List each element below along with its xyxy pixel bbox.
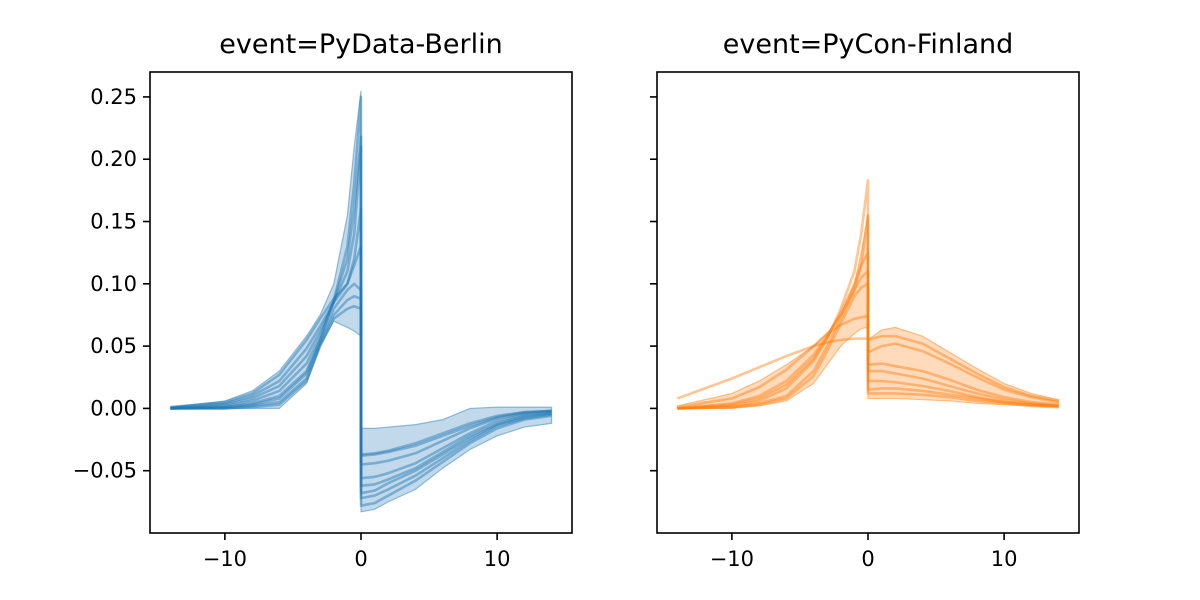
y-tick-label: 0.25 xyxy=(90,85,137,109)
y-tick-label: −0.05 xyxy=(73,459,137,483)
series-line-2 xyxy=(170,207,552,466)
subplot-pycon-finland: event=PyCon-Finland −10 0 10 xyxy=(650,29,1080,571)
series-line-3 xyxy=(170,145,552,480)
x-tick-label: 10 xyxy=(484,547,511,571)
plot-area xyxy=(676,179,1060,410)
series-line-5 xyxy=(677,251,1059,410)
y-tick-label: 0.05 xyxy=(90,334,137,358)
plot-area xyxy=(169,90,553,513)
series-line-3 xyxy=(677,213,1059,410)
band-area xyxy=(676,215,1060,410)
series-line-4 xyxy=(677,179,1059,410)
series-line-8 xyxy=(170,304,552,507)
y-tick-label: 0.00 xyxy=(90,396,137,420)
series-line-4 xyxy=(170,135,552,487)
series-line-7 xyxy=(170,294,552,495)
series-line-5 xyxy=(170,95,552,500)
series-line-1 xyxy=(676,334,1059,403)
y-tick-label: 0.10 xyxy=(90,272,137,296)
x-tick-label: 10 xyxy=(991,547,1018,571)
x-tick-label: 0 xyxy=(354,547,367,571)
subplot-title: event=PyCon-Finland xyxy=(723,29,1014,60)
x-tick-label: 0 xyxy=(861,547,874,571)
y-tick-label: 0.20 xyxy=(90,147,137,171)
series-line-1 xyxy=(170,245,552,456)
subplot-title: event=PyData-Berlin xyxy=(219,29,502,60)
axis-ticks: −10 0 10 −0.05 0.00 0.05 0.10 0.15 0.20 0.25 xyxy=(73,85,511,571)
x-tick-label: −10 xyxy=(203,547,247,571)
band-area xyxy=(169,90,553,513)
series-line-2 xyxy=(677,314,1059,409)
x-tick-label: −10 xyxy=(710,547,754,571)
axis-ticks: −10 0 10 xyxy=(650,96,1018,571)
series-line-6 xyxy=(677,270,1059,410)
y-tick-label: 0.15 xyxy=(90,210,137,234)
series-line-7 xyxy=(677,282,1059,410)
series-line-6 xyxy=(170,282,552,458)
subplot-pydata-berlin: event=PyData-Berlin −10 0 10 −0.05 0.00 0.05 0… xyxy=(73,29,573,571)
